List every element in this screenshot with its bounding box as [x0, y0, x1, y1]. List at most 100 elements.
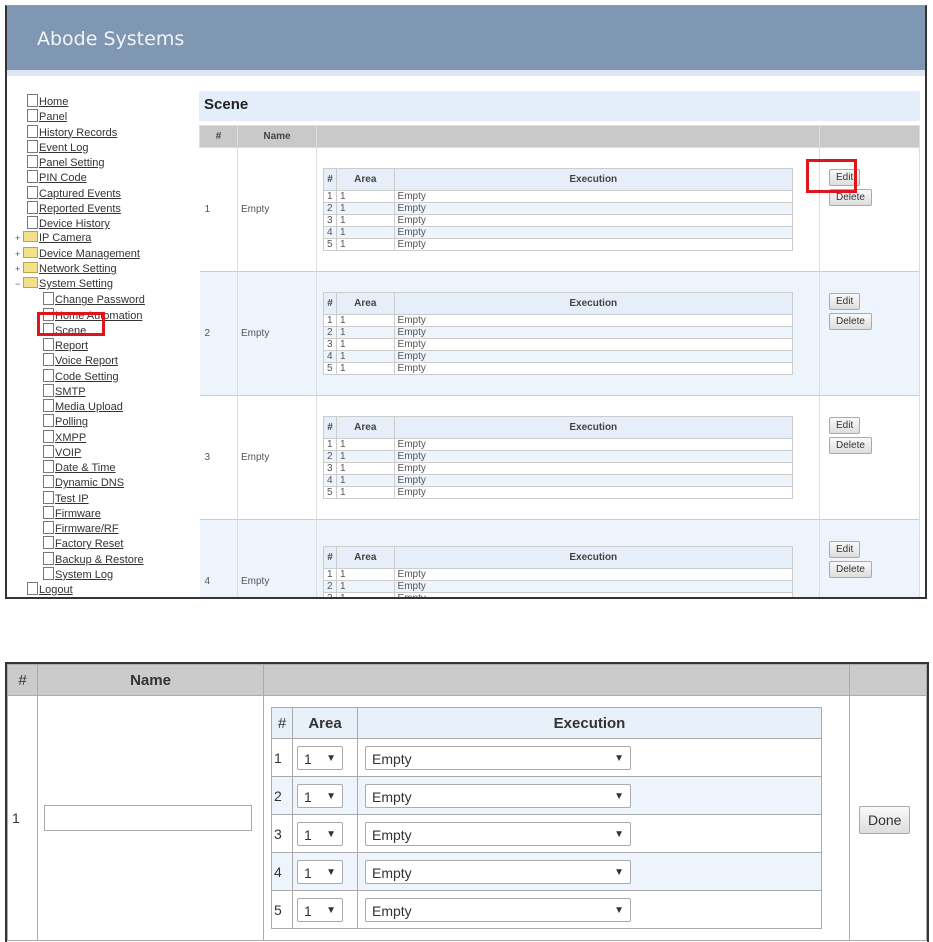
sidebar-link[interactable]: Network Setting: [39, 262, 117, 275]
sidebar-link[interactable]: Report: [55, 340, 89, 352]
sidebar-item-voip[interactable]: VOIP: [15, 444, 195, 460]
sidebar-item-panel-setting[interactable]: Panel Setting: [15, 155, 195, 170]
sidebar-item-firmware-rf[interactable]: Firmware/RF: [15, 521, 195, 536]
sidebar-link[interactable]: Factory Reset: [55, 538, 124, 551]
expand-toggle-icon[interactable]: +: [15, 233, 21, 244]
sidebar-link[interactable]: Reported Events: [39, 202, 121, 215]
execution-row: 5 1 Empty: [323, 238, 794, 251]
sidebar-item-home[interactable]: Home: [15, 94, 195, 109]
sidebar-link[interactable]: Test IP: [55, 492, 89, 505]
area-select[interactable]: 1 ▼: [297, 897, 343, 922]
sidebar-item-xmpp[interactable]: XMPP: [15, 429, 195, 445]
area-select[interactable]: 1 ▼: [297, 745, 343, 770]
expand-toggle-icon[interactable]: +: [15, 248, 21, 259]
sidebar-link[interactable]: Change Password: [55, 294, 145, 307]
sidebar-link[interactable]: Panel: [39, 111, 68, 124]
sidebar-link[interactable]: Firmware: [55, 507, 101, 520]
execution-execution: Empty: [393, 462, 794, 475]
sidebar-link[interactable]: Voice Report: [55, 355, 118, 368]
execution-area: 1: [335, 350, 395, 363]
sidebar-link[interactable]: Polling: [55, 416, 89, 429]
sidebar-link[interactable]: PIN Code: [39, 172, 87, 185]
sidebar-link[interactable]: VOIP: [55, 446, 82, 459]
sidebar-item-media-upload[interactable]: Media Upload: [15, 399, 195, 414]
execution-row: 2 1 Empty: [323, 202, 794, 215]
done-button[interactable]: Done: [859, 805, 911, 834]
sidebar-item-network-setting[interactable]: + Network Setting: [15, 261, 195, 277]
sidebar-item-logout[interactable]: Logout: [15, 582, 195, 597]
sidebar-link[interactable]: Code Setting: [55, 370, 119, 383]
sidebar-link[interactable]: History Records: [39, 126, 118, 139]
sidebar-link[interactable]: Home: [39, 96, 69, 108]
sidebar-link[interactable]: IP Camera: [39, 232, 92, 245]
edit-button[interactable]: Edit: [829, 169, 861, 186]
sidebar-link[interactable]: Panel Setting: [39, 157, 105, 169]
sidebar-item-date-time[interactable]: Date & Time: [15, 460, 195, 475]
sidebar-link[interactable]: Device History: [39, 218, 110, 230]
area-select[interactable]: 1 ▼: [297, 821, 343, 846]
sidebar-item-smtp[interactable]: SMTP: [15, 383, 195, 399]
page-icon: [27, 109, 38, 123]
dropdown-arrow-icon: ▼: [614, 752, 624, 764]
area-value: 1: [304, 750, 312, 767]
execution-execution: Empty: [393, 438, 794, 451]
sidebar-item-firmware[interactable]: Firmware: [15, 505, 195, 521]
sidebar-link[interactable]: System Setting: [39, 278, 113, 290]
edit-button[interactable]: Edit: [829, 293, 861, 310]
sidebar-item-pin-code[interactable]: PIN Code: [15, 170, 195, 185]
scene-name-input[interactable]: [44, 805, 252, 831]
sidebar-link[interactable]: Logout: [39, 584, 73, 596]
expand-toggle-icon[interactable]: +: [15, 263, 21, 274]
sidebar-item-test-ip[interactable]: Test IP: [15, 490, 195, 506]
execution-select[interactable]: Empty ▼: [365, 859, 631, 884]
sidebar-item-reported-events[interactable]: Reported Events: [15, 200, 195, 216]
sidebar-link[interactable]: Captured Events: [39, 187, 121, 200]
sidebar-link[interactable]: SMTP: [55, 385, 86, 398]
sidebar-item-system-log[interactable]: System Log: [15, 566, 195, 582]
sidebar-item-panel[interactable]: Panel: [15, 109, 195, 124]
execution-select[interactable]: Empty ▼: [365, 897, 631, 922]
edit-button[interactable]: Edit: [829, 417, 861, 434]
sidebar-link[interactable]: Dynamic DNS: [55, 477, 125, 490]
sidebar-item-captured-events[interactable]: Captured Events: [15, 185, 195, 201]
sidebar-item-ip-camera[interactable]: + IP Camera: [15, 231, 195, 246]
execution-select[interactable]: Empty ▼: [365, 745, 631, 770]
sidebar-link[interactable]: Media Upload: [55, 401, 123, 413]
execution-select[interactable]: Empty ▼: [365, 783, 631, 808]
sidebar-item-factory-reset[interactable]: Factory Reset: [15, 536, 195, 551]
dropdown-arrow-icon: ▼: [614, 828, 624, 840]
sidebar-link[interactable]: Backup & Restore: [55, 553, 144, 566]
sidebar-link[interactable]: Date & Time: [55, 462, 116, 474]
sidebar-link[interactable]: Event Log: [39, 141, 89, 154]
execution-num: 5: [323, 238, 337, 251]
sidebar-item-dynamic-dns[interactable]: Dynamic DNS: [15, 475, 195, 490]
delete-button[interactable]: Delete: [829, 437, 872, 454]
sidebar-item-polling[interactable]: Polling: [15, 414, 195, 429]
sidebar-item-history-records[interactable]: History Records: [15, 124, 195, 140]
delete-button[interactable]: Delete: [829, 561, 872, 578]
sidebar-item-device-history[interactable]: Device History: [15, 216, 195, 231]
sidebar-link[interactable]: Firmware/RF: [55, 523, 119, 535]
execution-select[interactable]: Empty ▼: [365, 821, 631, 846]
sidebar-link[interactable]: XMPP: [55, 431, 87, 444]
area-select[interactable]: 1 ▼: [297, 859, 343, 884]
inner-col-num: #: [323, 416, 337, 439]
sidebar-item-backup-restore[interactable]: Backup & Restore: [15, 551, 195, 567]
expand-toggle-icon[interactable]: −: [15, 279, 21, 289]
sidebar-item-device-management[interactable]: + Device Management: [15, 246, 195, 262]
sidebar-item-event-log[interactable]: Event Log: [15, 139, 195, 155]
delete-button[interactable]: Delete: [829, 313, 872, 330]
execution-execution: Empty: [393, 314, 794, 327]
sidebar-item-voice-report[interactable]: Voice Report: [15, 353, 195, 368]
sidebar-link[interactable]: System Log: [55, 568, 114, 581]
execution-num: 1: [323, 438, 337, 451]
sidebar-item-change-password[interactable]: Change Password: [15, 292, 195, 307]
area-select[interactable]: 1 ▼: [297, 783, 343, 808]
sidebar-item-report[interactable]: Report: [15, 338, 195, 353]
delete-button[interactable]: Delete: [829, 189, 872, 206]
edit-button[interactable]: Edit: [829, 541, 861, 558]
scene-num: 1: [7, 695, 38, 941]
sidebar-link[interactable]: Device Management: [39, 247, 140, 260]
sidebar-item-system-setting[interactable]: − System Setting: [15, 277, 195, 292]
sidebar-item-code-setting[interactable]: Code Setting: [15, 368, 195, 384]
